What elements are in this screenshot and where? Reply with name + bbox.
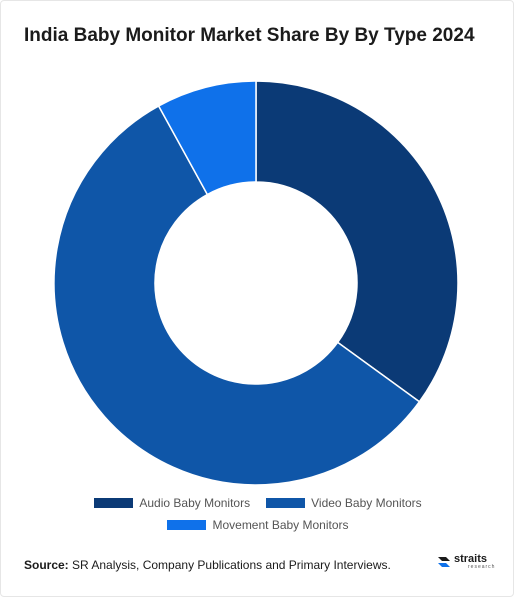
straits-logo: straits research — [437, 554, 495, 570]
straits-logo-icon — [438, 557, 450, 567]
legend: Audio Baby Monitors Video Baby Monitors … — [1, 495, 514, 539]
legend-label-movement: Movement Baby Monitors — [212, 518, 349, 532]
chart-title: India Baby Monitor Market Share By By Ty… — [24, 25, 475, 46]
slice-audio-baby-monitors — [255, 80, 459, 403]
slice-movement-baby-monitors — [157, 80, 257, 196]
logo-name: straits — [454, 553, 488, 565]
legend-row-1: Audio Baby Monitors Video Baby Monitors — [1, 495, 514, 511]
legend-row-2: Movement Baby Monitors — [1, 517, 514, 533]
legend-swatch-video — [266, 498, 306, 508]
donut-slices — [53, 80, 459, 486]
legend-item-movement: Movement Baby Monitors — [167, 518, 349, 532]
legend-item-video: Video Baby Monitors — [266, 496, 422, 510]
legend-swatch-movement — [167, 520, 207, 530]
source-note: Source: SR Analysis, Company Publication… — [24, 558, 391, 572]
legend-label-video: Video Baby Monitors — [311, 496, 422, 510]
logo-sub: research — [468, 564, 496, 570]
legend-swatch-audio — [94, 498, 134, 508]
legend-item-audio: Audio Baby Monitors — [94, 496, 250, 510]
source-text: SR Analysis, Company Publications and Pr… — [68, 558, 391, 572]
slice-video-baby-monitors — [53, 104, 421, 486]
donut-chart — [53, 80, 459, 486]
source-prefix: Source: — [24, 558, 69, 572]
logo-text: straits research — [454, 554, 495, 570]
legend-label-audio: Audio Baby Monitors — [139, 496, 251, 510]
